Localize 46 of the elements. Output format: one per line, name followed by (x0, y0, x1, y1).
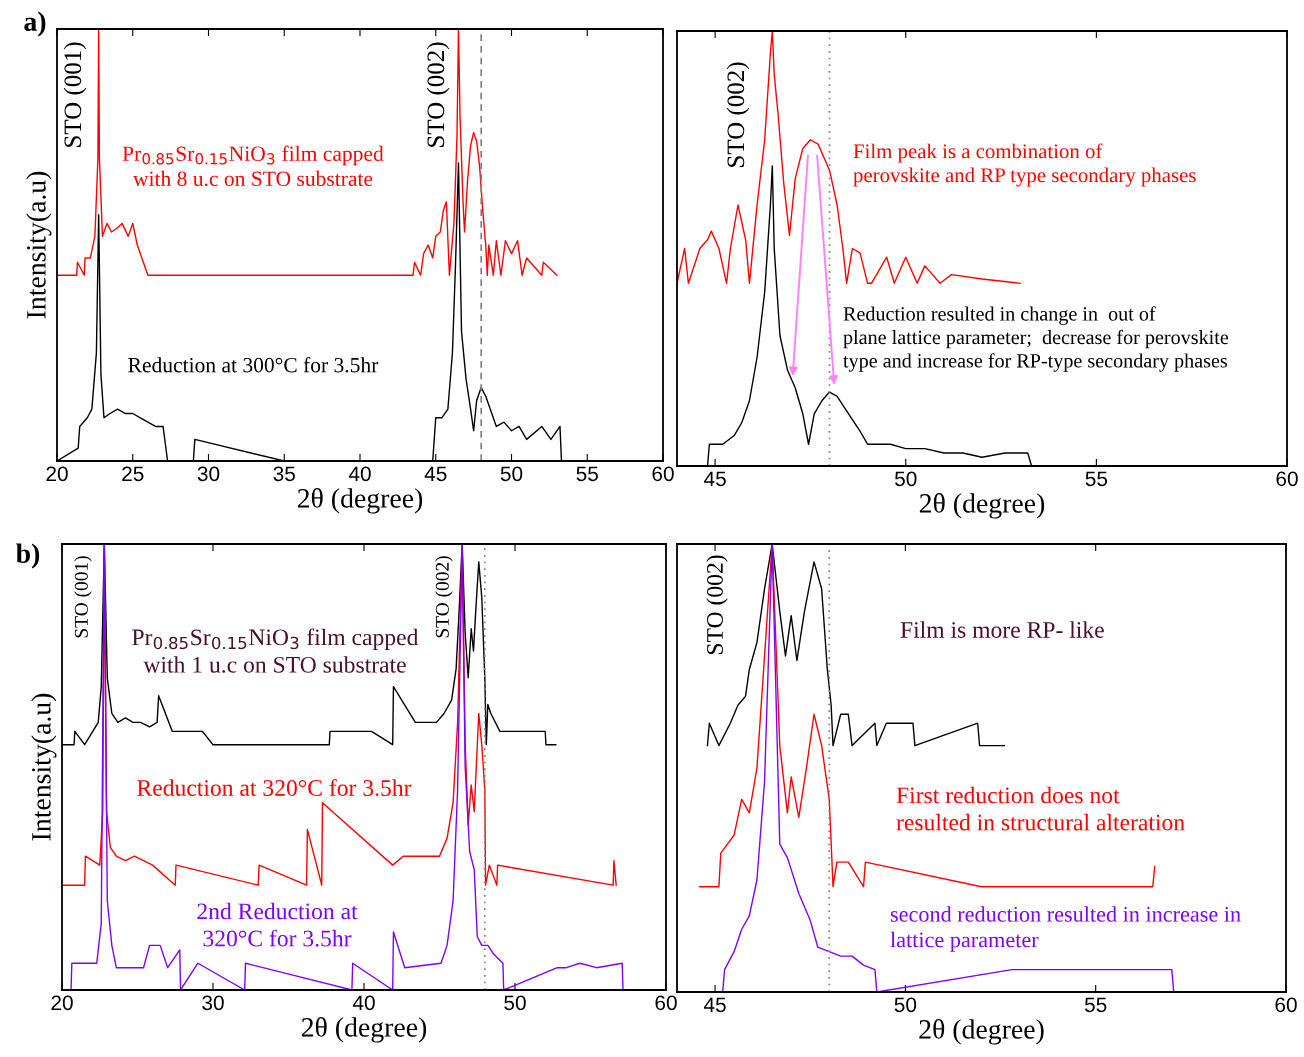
x-tick-label: 50 (504, 995, 526, 1011)
text: b) (16, 543, 40, 569)
x-tick-label: 30 (202, 995, 224, 1011)
annotation: STO (001) (74, 556, 92, 638)
x-tick-label: 45 (704, 471, 726, 487)
annotation: second reduction resulted in increase in lattice parameter (890, 906, 1241, 952)
x-tick-label: 40 (348, 466, 371, 482)
x-tick-label: 55 (1084, 997, 1107, 1013)
x-tick-label: 40 (352, 995, 375, 1011)
text: a) (24, 11, 46, 37)
x-axis-title: 2θ (degree) (919, 1019, 1044, 1045)
x-tick-label: 45 (703, 997, 726, 1013)
annotation: Reduction at 300°C for 3.5hr (128, 357, 379, 373)
annotation: 2nd Reduction at 320°C for 3.5hr (197, 902, 358, 947)
annotation: Pr$_{0.85}$Sr$_{0.15}$NiO$_{3}$ film capped with 1 u.c on STO substrate (132, 628, 419, 673)
annotation: First reduction does not resulted in structural alteration (896, 786, 1185, 831)
x-tick-label: 55 (1085, 471, 1108, 487)
annotation: Reduction resulted in change in out of plane lattice parameter; decrease for perovskite type and increase for RP-type secondary phases (843, 306, 1229, 372)
x-tick-label: 50 (894, 997, 917, 1013)
annotation: STO (002) (706, 555, 728, 655)
y-axis-title: Intensity(a.u) (26, 171, 52, 319)
annotation: Film peak is a combination of perovskite and RP type secondary phases (853, 143, 1196, 187)
x-axis-title: 2θ (degree) (297, 488, 423, 514)
x-tick-label: 50 (500, 466, 523, 482)
annotation: Pr$_{0.85}$Sr$_{0.15}$NiO$_{3}$ film capped with 8 u.c on STO substrate (122, 145, 384, 187)
annotation: Reduction at 320°C for 3.5hr (137, 779, 412, 797)
x-axis-title: 2θ (degree) (301, 1017, 427, 1043)
x-tick-label: 60 (652, 466, 674, 482)
annotation: STO (001) (63, 42, 87, 147)
x-axis-title: 2θ (degree) (919, 493, 1045, 519)
annotation: STO (002) (435, 556, 453, 638)
x-tick-label: 60 (655, 995, 677, 1011)
x-tick-label: 30 (197, 466, 220, 482)
x-tick-label: 50 (895, 471, 917, 487)
x-tick-label: 35 (273, 466, 295, 482)
x-tick-label: 20 (46, 466, 68, 482)
x-tick-label: 20 (51, 995, 73, 1011)
x-tick-label: 25 (122, 466, 144, 482)
y-axis-title: Intensity(a.u) (31, 693, 57, 841)
annotation: STO (002) (726, 62, 750, 167)
x-tick-label: 60 (1275, 997, 1297, 1013)
x-tick-label: 60 (1276, 471, 1298, 487)
annotation: STO (002) (426, 42, 450, 147)
x-tick-label: 55 (576, 466, 598, 482)
x-tick-label: 45 (424, 466, 447, 482)
annotation: Film is more RP- like (900, 621, 1104, 638)
